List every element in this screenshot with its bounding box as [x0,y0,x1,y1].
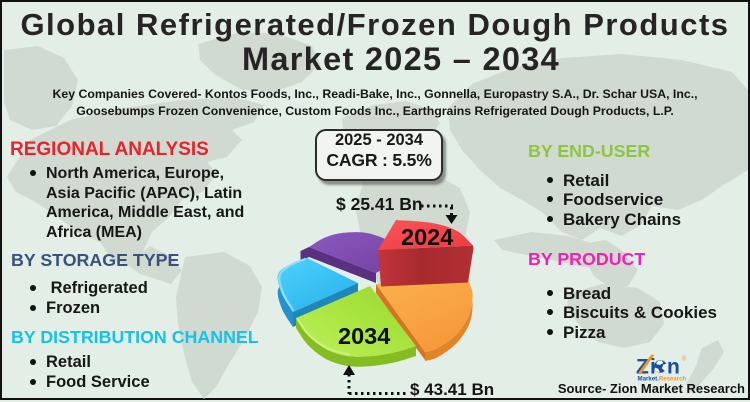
svg-text:n: n [667,356,680,379]
svg-text:i: i [650,356,656,379]
svg-text:®: ® [682,356,687,363]
svg-text:Market.Research: Market.Research [638,376,687,383]
